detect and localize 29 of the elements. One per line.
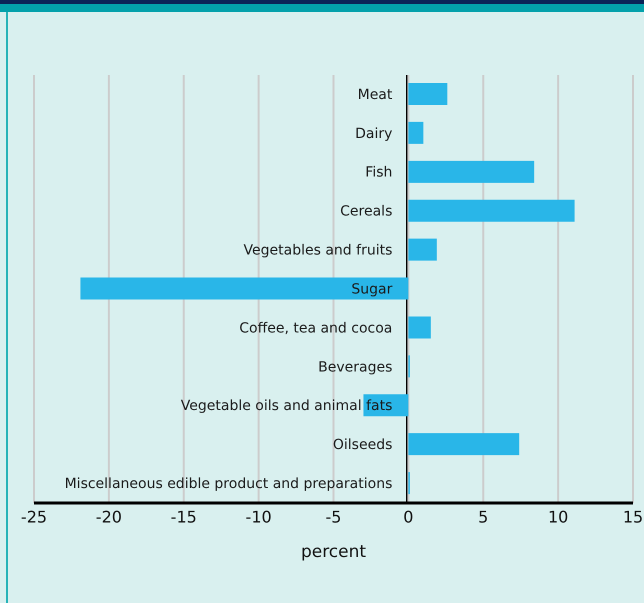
y-tick-label: Cereals [340, 204, 392, 220]
y-tick-label: Vegetable oils and animal fats [180, 398, 392, 414]
y-tick-label: Beverages [318, 359, 392, 376]
y-tick-label: Vegetables and fruits [244, 242, 392, 259]
y-tick-label: Oilseeds [332, 437, 392, 454]
y-tick-label: Miscellaneous edible product and preparations [64, 476, 392, 492]
x-tick-label: -5 [326, 507, 342, 526]
y-tick-label: Dairy [355, 126, 392, 142]
x-tick-label: -10 [246, 507, 272, 526]
x-tick-label: 0 [403, 507, 414, 526]
x-tick-label: 10 [548, 507, 568, 526]
bar [408, 238, 437, 261]
bar [408, 316, 431, 338]
bar [408, 83, 448, 105]
bar [408, 122, 424, 144]
x-tick-label: -20 [96, 507, 122, 526]
bar [80, 278, 408, 300]
y-tick-label: Sugar [351, 281, 393, 298]
y-tick-label: Meat [358, 86, 393, 103]
bar [408, 200, 575, 222]
x-tick-label: -25 [20, 507, 48, 526]
bar [408, 433, 520, 456]
x-tick-label: 15 [622, 507, 644, 526]
y-tick-label: Coffee, tea and cocoa [239, 320, 392, 336]
bar [408, 160, 534, 183]
x-tick-label: 5 [478, 507, 488, 526]
y-tick-label: Fish [365, 164, 392, 181]
x-axis-title: percent [300, 542, 366, 562]
x-tick-label: -15 [170, 507, 197, 526]
